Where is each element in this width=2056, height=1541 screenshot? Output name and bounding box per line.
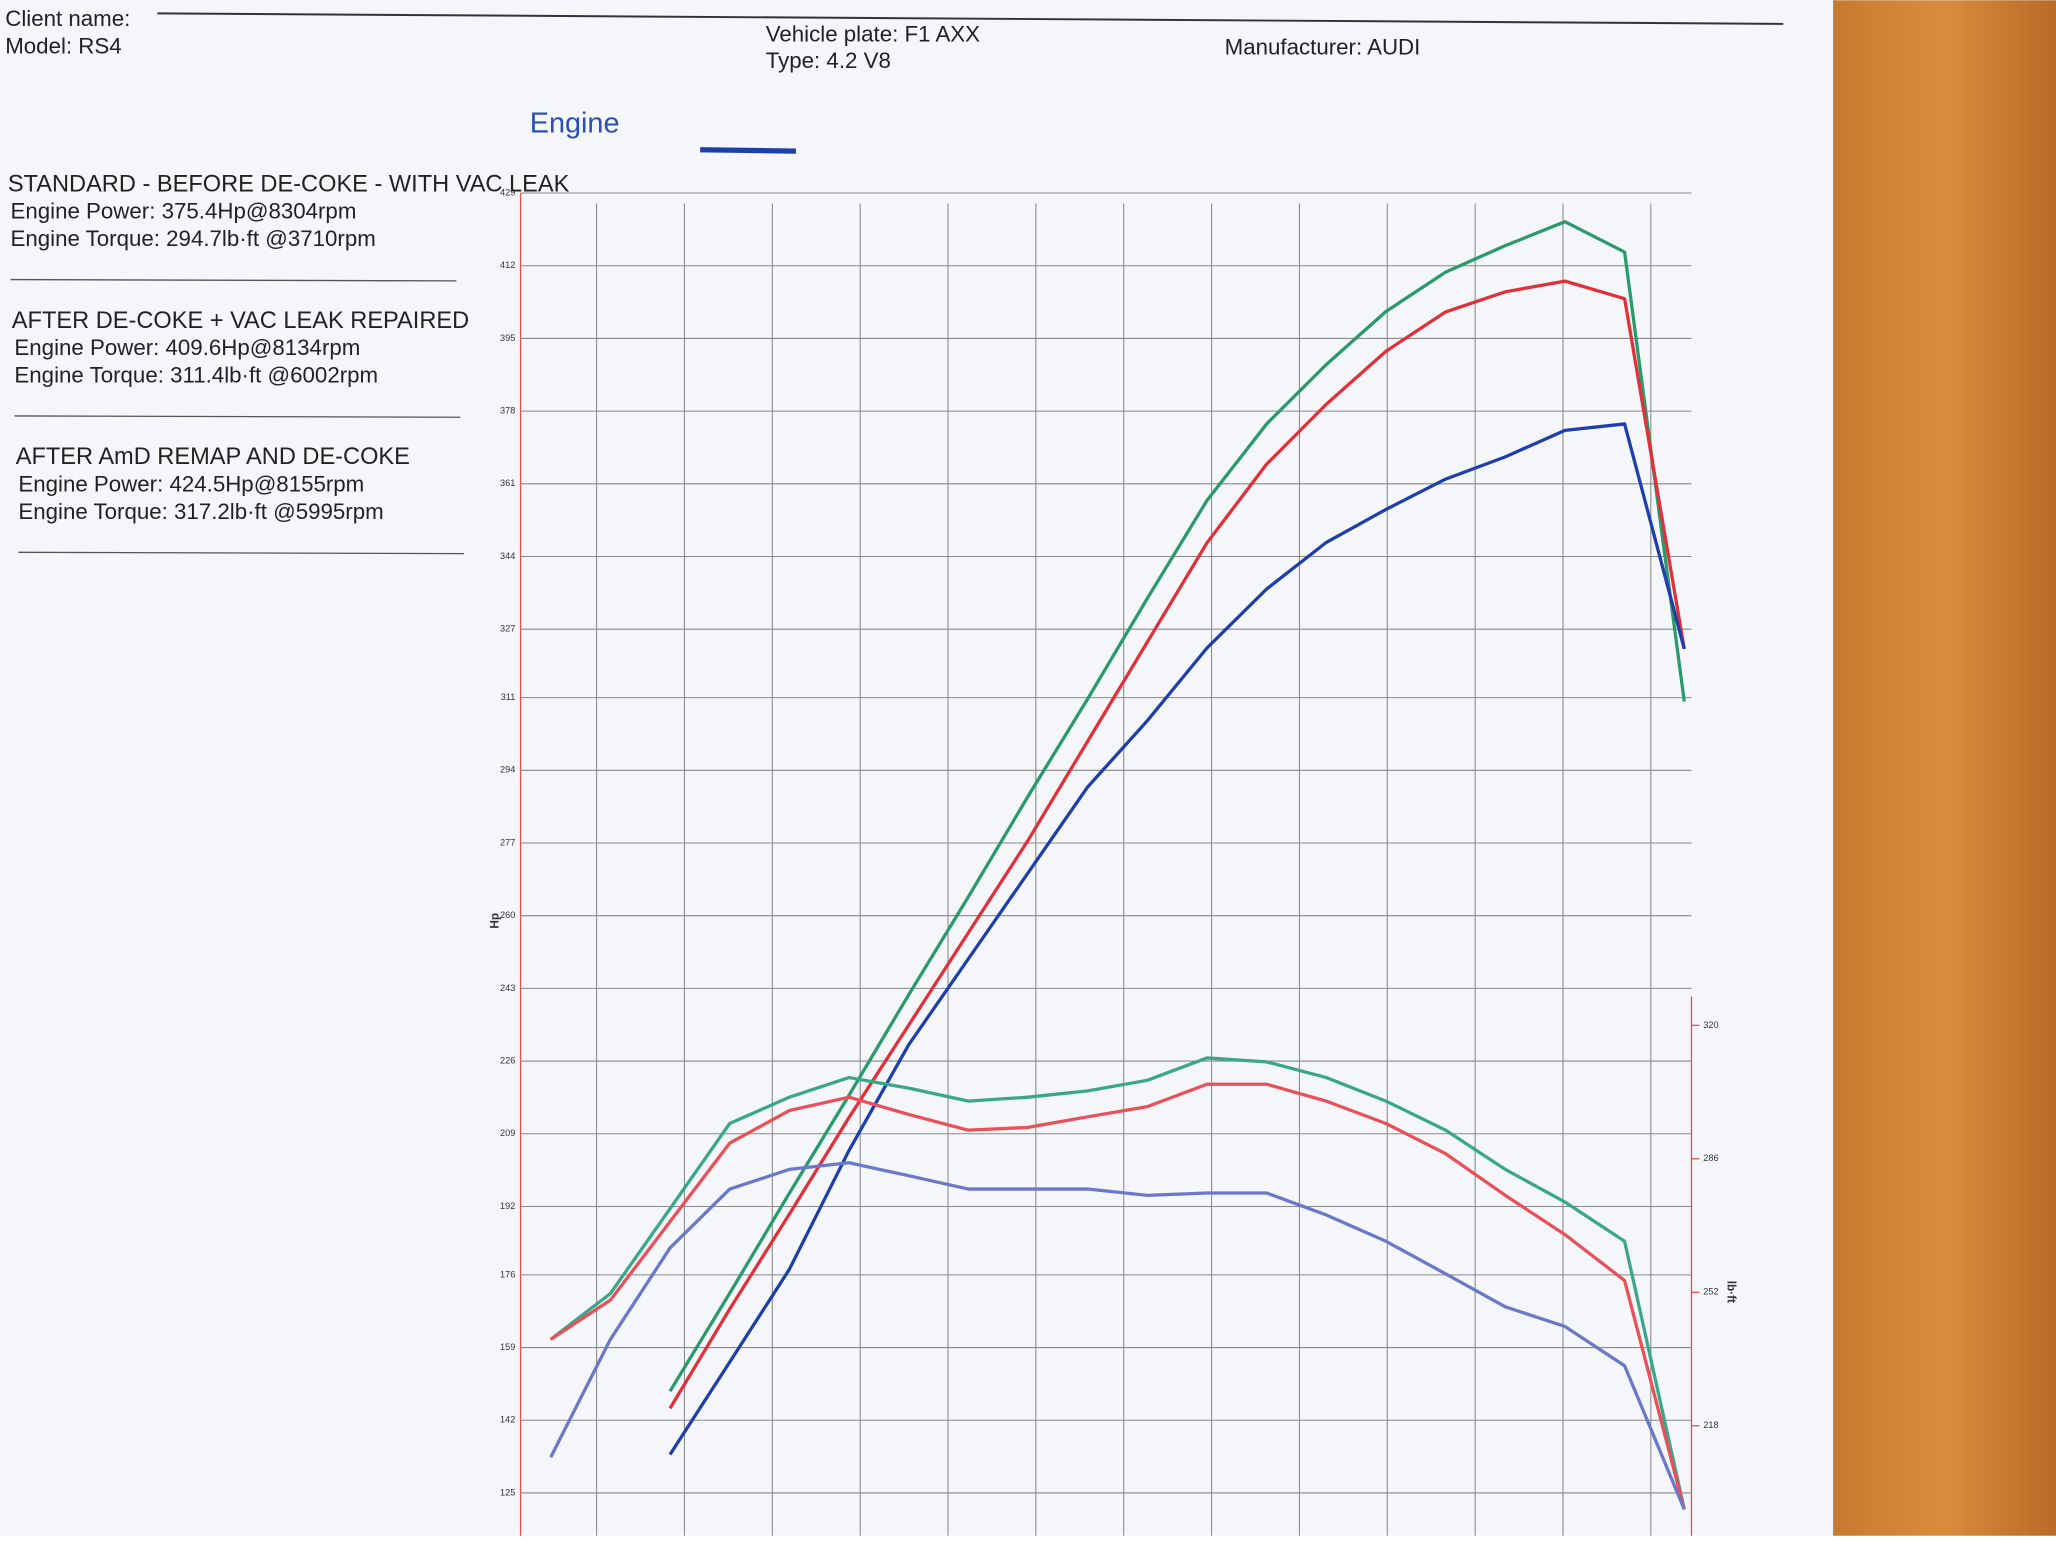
y-tick-label: 294	[500, 765, 515, 775]
y-tick-label: 311	[501, 692, 516, 702]
legend-swatch	[700, 147, 796, 154]
note-rule	[10, 278, 457, 282]
client: Client name:	[5, 6, 130, 31]
series-line	[668, 220, 1686, 1393]
y2-tick-label: 252	[1703, 1287, 1718, 1297]
model: Model: RS4	[5, 33, 121, 58]
note-power: Engine Power: 424.5Hp@8155rpm	[18, 471, 364, 496]
note-title: AFTER AmD REMAP AND DE-COKE	[16, 444, 410, 470]
y-tick-label: 226	[500, 1055, 515, 1065]
note-torque: Engine Torque: 311.4lb·ft @6002rpm	[14, 362, 378, 387]
y-tick-label: 125	[500, 1487, 515, 1497]
y-tick-label: 192	[500, 1201, 515, 1211]
note-title: STANDARD - BEFORE DE-COKE - WITH VAC LEA…	[8, 171, 570, 197]
note-torque: Engine Torque: 294.7lb·ft @3710rpm	[10, 226, 375, 251]
y2-tick-label: 320	[1703, 1020, 1718, 1030]
note-power: Engine Power: 409.6Hp@8134rpm	[14, 335, 360, 360]
y-tick-label: 378	[500, 406, 515, 416]
note-power: Engine Power: 375.4Hp@8304rpm	[10, 199, 356, 224]
y-tick-label: 243	[500, 983, 515, 993]
y-tick-label: 344	[500, 551, 515, 561]
legend-label: Engine	[530, 107, 620, 139]
y2-axis-label: lb·ft	[1725, 1281, 1739, 1303]
y-tick-label: 277	[500, 837, 515, 847]
series-line	[549, 1082, 1686, 1510]
note-rule	[14, 415, 461, 418]
y-tick-label: 209	[500, 1128, 515, 1138]
y-tick-label: 142	[500, 1415, 515, 1425]
grid: 125 142 159 176 192 209 226 243 260 277 294 311 327 3…	[488, 187, 1739, 1536]
series-line	[549, 1161, 1686, 1511]
series-line	[668, 422, 1686, 1456]
y-tick-label: 361	[500, 478, 515, 488]
engine-type: Type: 4.2 V8	[766, 48, 891, 73]
wood-background	[1833, 0, 2056, 1536]
y-tick-label: 260	[500, 910, 515, 920]
series-line	[549, 1056, 1686, 1510]
plate: Vehicle plate: F1 AXX	[766, 22, 980, 47]
note-torque: Engine Torque: 317.2lb·ft @5995rpm	[18, 499, 383, 524]
y2-tick-label: 286	[1703, 1153, 1718, 1163]
note-title: AFTER DE-COKE + VAC LEAK REPAIRED	[12, 308, 469, 334]
notes: STANDARD - BEFORE DE-COKE - WITH VAC LEA…	[8, 171, 570, 555]
y-tick-label: 429	[500, 187, 515, 197]
y-tick-label: 327	[500, 624, 515, 634]
y-tick-label: 395	[500, 333, 515, 343]
y2-tick-label: 218	[1703, 1420, 1718, 1430]
header-rule	[157, 12, 1784, 25]
series-line	[668, 279, 1686, 1410]
y-axis-label: Hp	[488, 913, 502, 929]
manufacturer: Manufacturer: AUDI	[1225, 35, 1421, 60]
y-tick-label: 159	[500, 1342, 515, 1352]
plot	[549, 220, 1686, 1511]
note-rule	[18, 551, 465, 555]
y-tick-label: 176	[500, 1269, 515, 1279]
y-tick-label: 412	[500, 260, 515, 270]
